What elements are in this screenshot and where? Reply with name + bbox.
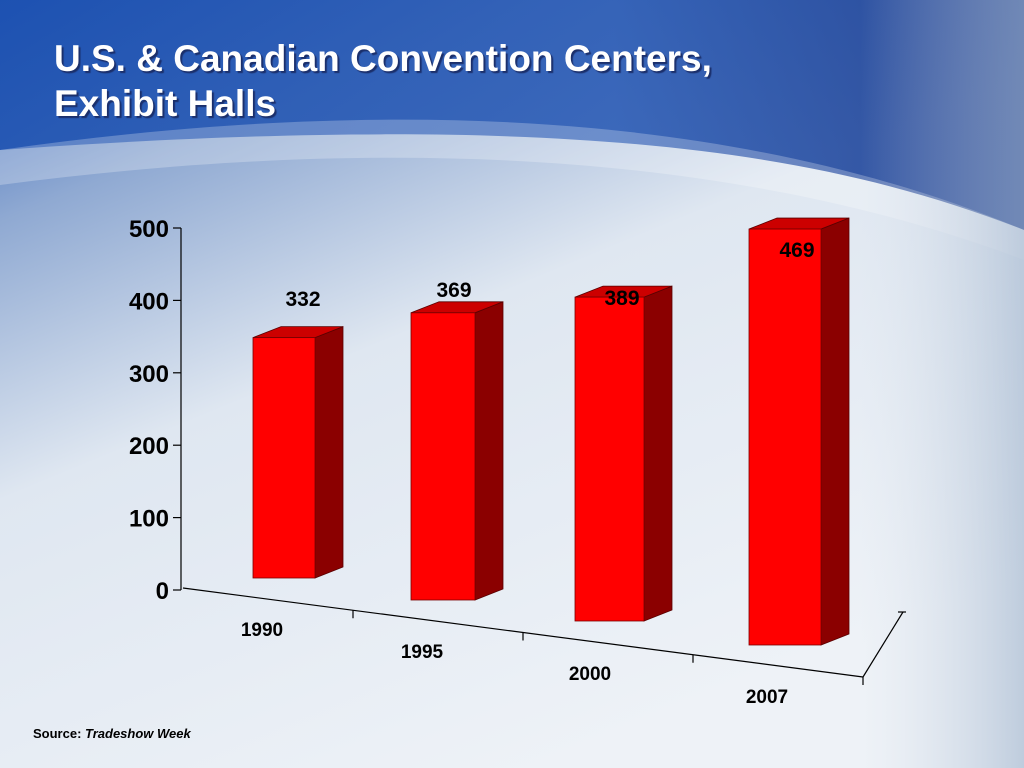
slide-title-line-2: Exhibit Halls	[54, 83, 277, 124]
slide-title-line-1: U.S. & Canadian Convention Centers,	[54, 38, 712, 79]
source-label: Source:	[33, 726, 86, 741]
bar-front-face	[748, 228, 822, 646]
y-tick-label: 200	[129, 433, 169, 460]
x-tick-label: 2007	[746, 687, 788, 708]
y-tick-label: 0	[156, 578, 169, 605]
bar-2000	[574, 285, 673, 622]
bar-front-face	[410, 312, 476, 601]
x-tick-label: 1995	[401, 642, 444, 663]
chart-bars	[252, 217, 850, 646]
floor-depth-line	[862, 611, 904, 678]
bar-1990	[252, 326, 344, 579]
bar-side-face	[820, 217, 850, 646]
y-tick-label: 500	[129, 216, 169, 243]
data-label: 469	[779, 239, 814, 262]
y-tick-label: 400	[129, 288, 169, 315]
slide-title: U.S. & Canadian Convention Centers, Exhi…	[54, 36, 954, 126]
x-tick-label: 1990	[241, 620, 283, 641]
source-note: Source: Tradeshow Week	[33, 726, 191, 741]
y-tick-label: 300	[129, 361, 169, 388]
data-label: 332	[285, 288, 320, 311]
x-tick-label: 2000	[569, 664, 611, 685]
data-label: 389	[604, 287, 639, 310]
chart-labels: 332 1990 369 1995 389 2000 469 2007	[241, 239, 815, 708]
data-label: 369	[436, 279, 471, 302]
bar-front-face	[574, 296, 645, 622]
bar-2007	[748, 217, 850, 646]
bar-side-face	[314, 326, 344, 579]
bar-front-face	[252, 337, 316, 579]
bar-side-face	[474, 301, 504, 601]
bar-1995	[410, 301, 504, 601]
bar-side-face	[643, 285, 673, 622]
y-tick-label: 100	[129, 506, 169, 533]
source-name: Tradeshow Week	[85, 726, 191, 741]
chart-axes: 0 100 200 300 400 500	[129, 216, 906, 685]
